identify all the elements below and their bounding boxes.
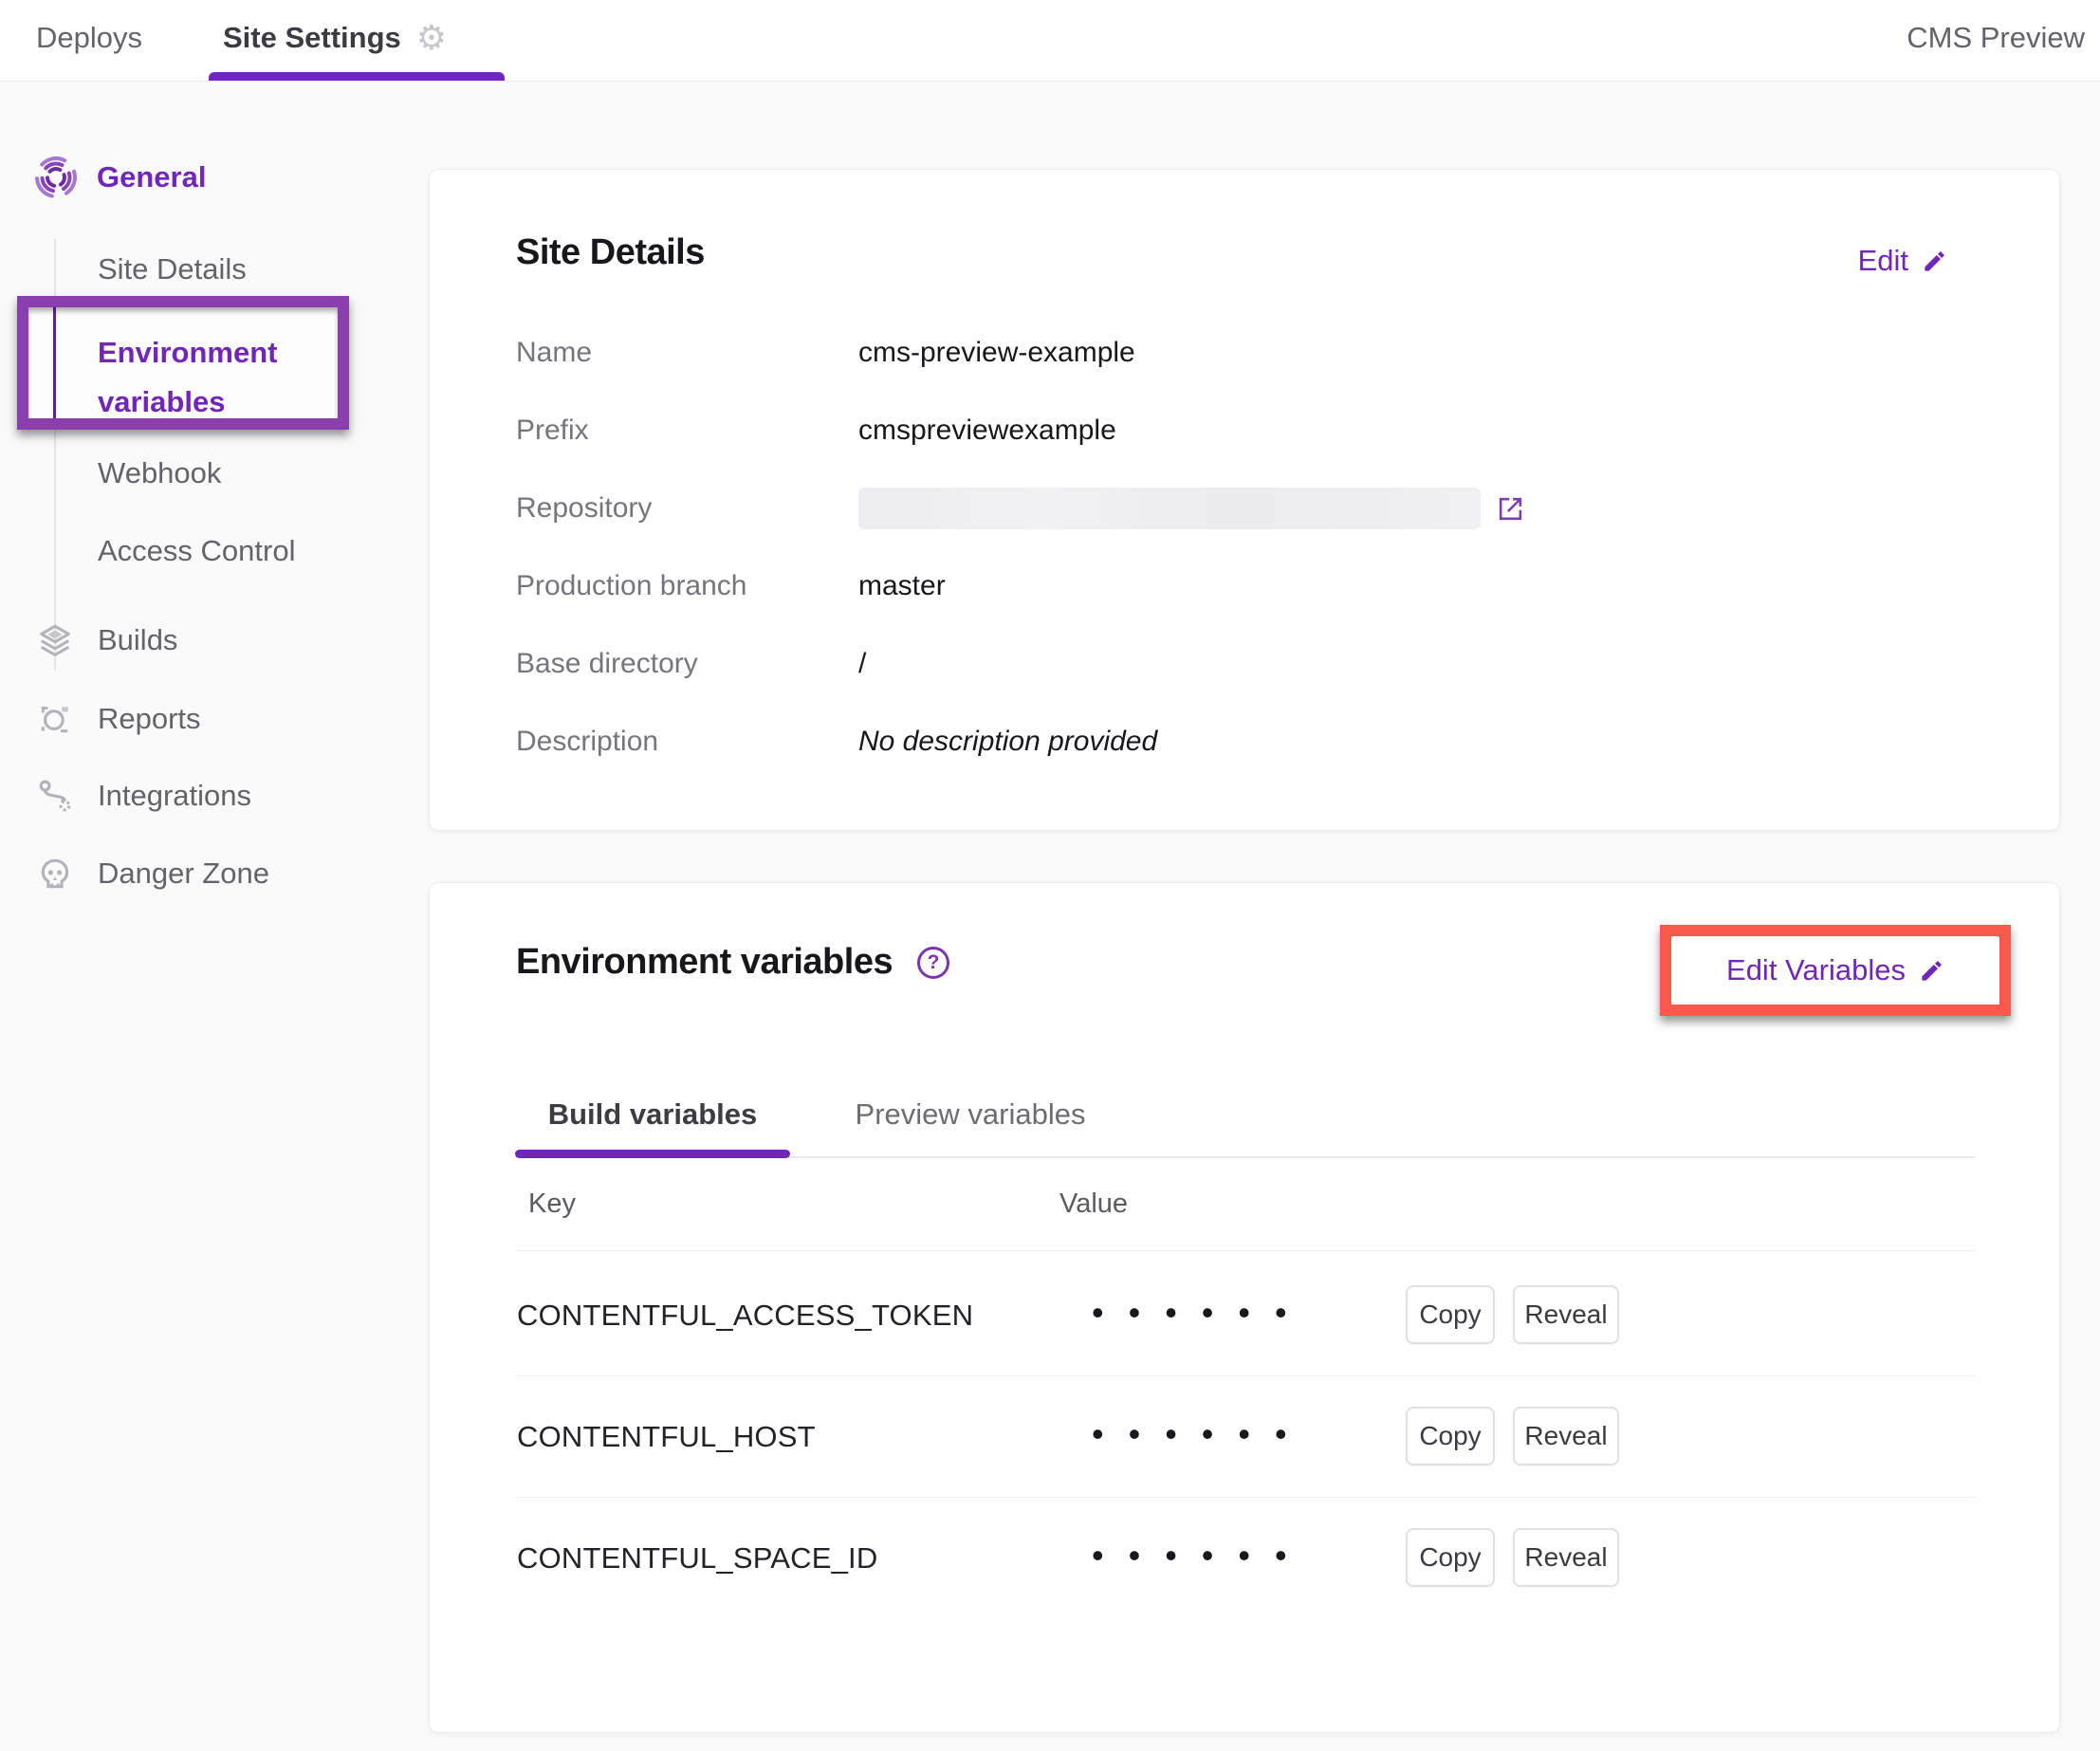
field-value: master [858, 570, 946, 602]
tab-preview-variables[interactable]: Preview variables [828, 1097, 1113, 1132]
field-label: Production branch [430, 570, 858, 602]
tab-deploys[interactable]: Deploys [36, 21, 142, 55]
column-header-value: Value [1059, 1189, 1128, 1220]
copy-button[interactable]: Copy [1406, 1285, 1495, 1344]
variables-tabs: Build variables Preview variables [430, 1090, 2059, 1166]
field-value: cmspreviewexample [858, 415, 1116, 447]
table-row: CONTENTFUL_HOST •••••• Copy Reveal [430, 1375, 2059, 1497]
active-tab-underline [515, 1150, 790, 1158]
field-label: Description [430, 726, 858, 758]
field-row-repository: Repository [430, 470, 2059, 547]
edit-site-details-button[interactable]: Edit [1858, 244, 1947, 278]
environment-variables-card: Environment variables ? Edit Variables B… [429, 882, 2060, 1733]
tab-site-settings-label: Site Settings [223, 21, 401, 55]
edit-variables-button[interactable]: Edit Variables [1671, 936, 1999, 1005]
variable-key: CONTENTFUL_SPACE_ID [517, 1541, 877, 1576]
field-row-production-branch: Production branch master [430, 547, 2059, 625]
copy-button[interactable]: Copy [1406, 1528, 1495, 1587]
active-tab-indicator [209, 72, 505, 81]
sidebar-item-environment-variables[interactable]: Environment variables [31, 307, 335, 418]
waves-icon [34, 156, 78, 199]
sidebar-item-webhook[interactable]: Webhook [98, 456, 221, 490]
sidebar-item-builds[interactable]: Builds [34, 619, 177, 661]
site-details-title: Site Details [516, 232, 705, 273]
pencil-icon [1919, 958, 1944, 984]
sidebar-item-reports-label: Reports [98, 702, 201, 736]
masked-value: •••••• [1092, 1292, 1312, 1333]
masked-value: •••••• [1092, 1535, 1312, 1576]
variable-key: CONTENTFUL_HOST [517, 1420, 816, 1454]
sidebar-item-builds-label: Builds [98, 623, 177, 657]
reveal-button[interactable]: Reveal [1513, 1407, 1619, 1465]
tab-build-variables[interactable]: Build variables [515, 1097, 790, 1132]
settings-sidebar: General Site Details Environment variabl… [0, 82, 429, 1751]
table-row: CONTENTFUL_SPACE_ID •••••• Copy Reveal [430, 1497, 2059, 1618]
field-value: No description provided [858, 726, 1157, 758]
help-icon[interactable]: ? [917, 947, 949, 979]
field-value: cms-preview-example [858, 337, 1135, 369]
environment-variables-title: Environment variables [516, 942, 893, 983]
sidebar-guide-line [54, 239, 56, 671]
field-label: Name [430, 337, 858, 369]
table-row: CONTENTFUL_ACCESS_TOKEN •••••• Copy Reve… [430, 1254, 2059, 1375]
masked-value: •••••• [1092, 1413, 1312, 1454]
sidebar-item-general[interactable]: General [34, 156, 206, 199]
field-label: Prefix [430, 415, 858, 447]
copy-button[interactable]: Copy [1406, 1407, 1495, 1465]
sidebar-item-integrations[interactable]: Integrations [34, 775, 251, 817]
annotation-box-red: Edit Variables [1660, 925, 2011, 1016]
layers-icon [34, 619, 76, 661]
sidebar-item-integrations-label: Integrations [98, 779, 251, 813]
tab-site-settings[interactable]: Site Settings ⚙ [223, 21, 447, 55]
report-icon [34, 698, 76, 740]
skull-icon [34, 853, 76, 894]
site-details-card: Site Details Edit Name cms-preview-examp… [429, 169, 2060, 831]
repository-redacted-value [858, 488, 1481, 529]
header-separator [516, 1250, 1975, 1251]
field-row-name: Name cms-preview-example [430, 314, 2059, 392]
sidebar-item-general-label: General [97, 160, 206, 194]
external-link-icon[interactable] [1496, 494, 1525, 524]
top-navigation: Deploys Site Settings ⚙ CMS Preview [0, 0, 2100, 82]
sidebar-item-reports[interactable]: Reports [34, 698, 201, 740]
active-item-indicator [53, 307, 56, 418]
site-settings-page: { "topnav": { "tabs": { "deploys": "Depl… [0, 0, 2100, 1751]
column-header-key: Key [528, 1189, 576, 1220]
gear-icon: ⚙ [416, 21, 447, 55]
cms-preview-link[interactable]: CMS Preview [1907, 21, 2085, 55]
sidebar-item-access-control[interactable]: Access Control [98, 534, 295, 568]
reveal-button[interactable]: Reveal [1513, 1528, 1619, 1587]
reveal-button[interactable]: Reveal [1513, 1285, 1619, 1344]
field-value: / [858, 648, 866, 680]
site-details-fields: Name cms-preview-example Prefix cmsprevi… [430, 314, 2059, 781]
variables-table-header: Key Value [430, 1189, 2059, 1226]
field-label: Repository [430, 492, 858, 525]
integrations-icon [34, 775, 76, 817]
field-row-description: Description No description provided [430, 703, 2059, 781]
variable-key: CONTENTFUL_ACCESS_TOKEN [517, 1299, 973, 1333]
pencil-icon [1922, 249, 1947, 274]
field-row-prefix: Prefix cmspreviewexample [430, 392, 2059, 470]
sidebar-item-danger-zone[interactable]: Danger Zone [34, 853, 269, 894]
sidebar-item-danger-zone-label: Danger Zone [98, 857, 269, 891]
sidebar-item-environment-variables-label: Environment variables [98, 328, 325, 427]
field-row-base-directory: Base directory / [430, 625, 2059, 703]
edit-label: Edit [1858, 244, 1908, 278]
edit-variables-label: Edit Variables [1726, 953, 1906, 987]
sidebar-item-site-details[interactable]: Site Details [98, 252, 247, 286]
field-label: Base directory [430, 648, 858, 680]
